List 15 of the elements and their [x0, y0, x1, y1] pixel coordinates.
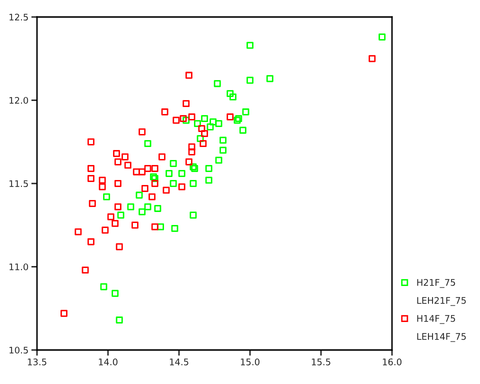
y-tick-label: 12.0	[10, 96, 28, 104]
x-tick-label: 14.5	[170, 358, 188, 366]
text: LEH14F_75	[417, 333, 466, 342]
legend-label: H21F_75	[417, 279, 456, 288]
legend-label: H14F_75	[417, 315, 456, 324]
text: LEH21F_75	[417, 297, 466, 306]
y-tick-label: 11.0	[10, 263, 28, 270]
x-tick-label: 15.5	[312, 358, 330, 366]
y-tick-label: 10.5	[10, 346, 28, 354]
y-tick-label: 12.5	[10, 14, 28, 21]
y-tick-label: 11.5	[10, 180, 28, 188]
x-tick-label: 14.0	[98, 358, 118, 366]
x-tick-label: 15.0	[240, 358, 260, 366]
x-tick-label: 13.5	[28, 358, 46, 366]
x-tick-label: 16.0	[382, 358, 402, 366]
